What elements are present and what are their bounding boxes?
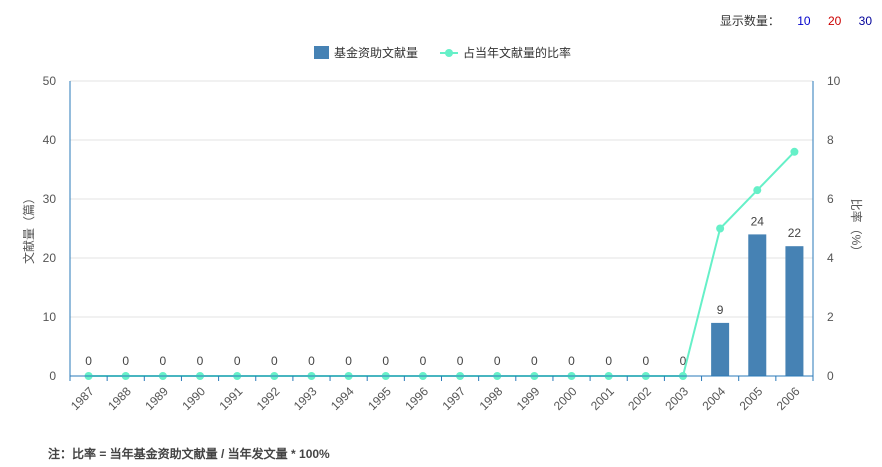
bar-series [711, 234, 804, 376]
y-tick-label: 50 [43, 74, 57, 88]
y2-tick-label: 4 [827, 251, 834, 265]
x-tick-label: 2002 [625, 384, 654, 413]
x-tick-label: 1989 [142, 384, 171, 413]
bar-data-labels: 0 0 0 0 0 0 0 0 0 0 0 0 0 0 0 0 0 9 24 22 [85, 214, 801, 368]
y-tick-label: 10 [43, 310, 57, 324]
x-tick-label: 1988 [105, 384, 134, 413]
x-tick-label: 2001 [588, 384, 617, 413]
display-count-label: 显示数量： [719, 14, 780, 28]
y2-tick-label: 6 [827, 192, 834, 206]
bar-value-label: 9 [717, 303, 724, 317]
y-axis-label: 文献量（篇） [21, 192, 36, 264]
display-count-option-20[interactable]: 20 [827, 14, 842, 28]
legend-line-label[interactable]: 占当年文献量的比率 [463, 45, 571, 60]
x-tick-label: 1999 [514, 384, 543, 413]
display-count-option-10[interactable]: 10 [797, 14, 811, 28]
x-tick-label: 2003 [662, 384, 691, 413]
bar-value-label: 0 [160, 354, 167, 368]
bar-value-label: 0 [345, 354, 352, 368]
y2-tick-label: 2 [827, 310, 834, 324]
line-point[interactable] [716, 224, 725, 233]
x-tick-label: 1993 [291, 384, 320, 413]
bar-value-label: 0 [234, 354, 241, 368]
x-tick-label: 2004 [699, 384, 728, 413]
line-series [84, 147, 799, 380]
legend-bar-swatch[interactable] [314, 46, 329, 59]
chart-footnote: 注：比率 = 当年基金资助文献量 / 当年发文量 * 100% [48, 447, 330, 461]
x-tick-label: 2005 [737, 384, 766, 413]
x-tick-label: 2006 [774, 384, 803, 413]
y2-tick-label: 0 [827, 369, 834, 383]
bar-value-label: 0 [122, 354, 129, 368]
x-tick-label: 1990 [179, 384, 208, 413]
y-tick-label: 40 [43, 133, 57, 147]
legend-line-marker[interactable] [445, 49, 453, 57]
bar-value-label: 0 [420, 354, 427, 368]
bar-value-label: 0 [382, 354, 389, 368]
bar-value-label: 0 [605, 354, 612, 368]
bar-value-label: 0 [271, 354, 278, 368]
bar-value-label: 0 [457, 354, 464, 368]
x-axis-ticks: 1987 1988 1989 1990 1991 1992 1993 1994 1995 1996… [68, 376, 814, 413]
x-tick-label: 1992 [254, 384, 283, 413]
x-tick-label: 1996 [402, 384, 431, 413]
bar-value-label: 0 [197, 354, 204, 368]
bar[interactable] [711, 322, 730, 376]
y2-axis-label: 比率（%） [849, 199, 864, 258]
display-count-control: 显示数量： 10 20 30 [720, 12, 872, 29]
bar-value-label: 0 [85, 354, 92, 368]
chart-axes [69, 81, 814, 377]
x-tick-label: 1995 [365, 384, 394, 413]
bar[interactable] [748, 234, 767, 376]
x-tick-label: 1994 [328, 384, 357, 413]
bar-value-label: 24 [751, 214, 765, 228]
x-tick-label: 1997 [439, 384, 468, 413]
y2-tick-label: 10 [827, 74, 841, 88]
y-tick-label: 30 [43, 192, 57, 206]
bar-value-label: 0 [680, 354, 687, 368]
chart-legend: 基金资助文献量 占当年文献量的比率 [314, 45, 571, 60]
x-tick-label: 1987 [68, 384, 97, 413]
line-point[interactable] [790, 147, 799, 156]
x-tick-label: 1991 [217, 384, 246, 413]
right-axis-ticks: 0 2 4 6 8 10 [827, 74, 841, 383]
y-tick-label: 0 [49, 369, 56, 383]
y-tick-label: 20 [43, 251, 57, 265]
y2-tick-label: 8 [827, 133, 834, 147]
bar-value-label: 0 [531, 354, 538, 368]
bar[interactable] [785, 246, 804, 376]
left-axis-ticks: 0 10 20 30 40 50 [43, 74, 57, 383]
bar-value-label: 0 [568, 354, 575, 368]
x-tick-label: 1998 [477, 384, 506, 413]
legend-bar-label[interactable]: 基金资助文献量 [334, 45, 418, 60]
ratio-line [88, 151, 796, 377]
line-point[interactable] [753, 186, 762, 195]
display-count-option-30[interactable]: 30 [858, 14, 872, 28]
bar-value-label: 0 [308, 354, 315, 368]
chart-grid [70, 80, 813, 377]
bar-value-label: 0 [494, 354, 501, 368]
bar-value-label: 0 [642, 354, 649, 368]
x-tick-label: 2000 [551, 384, 580, 413]
bar-value-label: 22 [788, 226, 802, 240]
